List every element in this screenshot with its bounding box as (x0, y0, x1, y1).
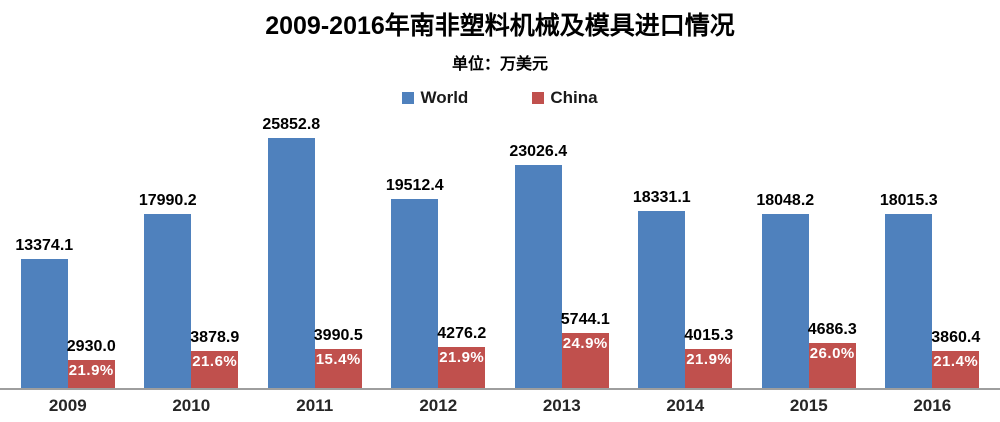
bar-group-2015: 18048.2 4686.3 26.0% (747, 138, 871, 388)
legend-item-china: China (532, 87, 598, 108)
china-value-label: 4686.3 (807, 320, 857, 338)
china-value-label: 3860.4 (931, 328, 981, 346)
world-value-label: 25852.8 (262, 116, 321, 133)
china-value-label: 3878.9 (190, 328, 240, 346)
china-bar-2015: 4686.3 26.0% (808, 321, 857, 388)
bar-group-2010: 17990.2 3878.9 21.6% (130, 138, 254, 388)
world-bar-2014: 18331.1 (633, 189, 691, 388)
x-axis-label-2014: 2014 (666, 396, 705, 415)
bar-pair: 19512.4 4276.2 21.9% (386, 177, 486, 388)
china-value-label: 5744.1 (560, 310, 610, 328)
chart-title: 2009-2016年南非塑料机械及模具进口情况 (265, 12, 735, 40)
world-value-label: 13374.1 (15, 236, 74, 254)
bar-group-2011: 25852.8 3990.5 15.4% (253, 116, 377, 388)
world-bar-2009: 13374.1 (15, 237, 73, 388)
china-share-label: 26.0% (809, 344, 855, 362)
plot-area: 13374.1 2930.0 21.9% 17990.2 3878.9 21.6% 2585… (0, 116, 1000, 388)
china-share-label: 21.4% (933, 352, 979, 370)
world-value-label: 17990.2 (138, 192, 197, 209)
bar-group-2009: 13374.1 2930.0 21.9% (6, 138, 130, 388)
bar-pair: 13374.1 2930.0 21.9% (15, 237, 116, 388)
x-axis-labels: 2009 2010 2011 2012 2013 2014 2015 2016 (0, 396, 1000, 416)
china-value-label: 4276.2 (437, 324, 487, 342)
world-bar-2013: 23026.4 (509, 143, 567, 388)
legend-item-world: World (402, 88, 468, 108)
world-bar-2016: 18015.3 (880, 192, 938, 388)
china-bar-2011: 3990.5 15.4% (314, 327, 363, 388)
bar-pair: 18331.1 4015.3 21.9% (633, 189, 733, 388)
china-share-label: 21.9% (68, 361, 114, 379)
x-axis-label-2011: 2011 (296, 396, 334, 415)
x-axis-label-2016: 2016 (913, 396, 952, 415)
china-bar-2010: 3878.9 21.6% (190, 329, 239, 388)
bar-group-2013: 23026.4 5744.1 24.9% (500, 138, 624, 388)
legend: World China (0, 87, 1000, 108)
chart-subtitle: 单位：万美元 (451, 55, 548, 73)
bar-pair: 25852.8 3990.5 15.4% (262, 116, 363, 388)
bar-group-2012: 19512.4 4276.2 21.9% (377, 138, 501, 388)
bar-pair: 17990.2 3878.9 21.6% (139, 192, 239, 388)
x-axis-label-2013: 2013 (542, 396, 581, 415)
x-axis-label-2012: 2012 (419, 396, 458, 415)
world-value-label: 18048.2 (756, 191, 815, 209)
world-value-label: 19512.4 (385, 177, 444, 195)
world-value-label: 23026.4 (509, 143, 568, 161)
plot-wrap: 13374.1 2930.0 21.9% 17990.2 3878.9 21.6% 2585… (0, 116, 1000, 390)
china-value-label: 4015.3 (684, 327, 734, 345)
china-share-label: 21.6% (192, 352, 238, 370)
legend-label-world: World (420, 87, 469, 107)
bar-group-2014: 18331.1 4015.3 21.9% (624, 138, 748, 388)
legend-label-china: China (550, 87, 598, 107)
china-bar-2014: 4015.3 21.9% (684, 327, 733, 388)
x-axis-label-2015: 2015 (789, 396, 828, 415)
world-value-label: 18015.3 (879, 191, 938, 209)
bar-group-2016: 18015.3 3860.4 21.4% (871, 138, 995, 388)
china-bar-2016: 3860.4 21.4% (931, 329, 980, 388)
world-bar-2011: 25852.8 (262, 116, 320, 388)
china-bar-2012: 4276.2 21.9% (437, 325, 486, 388)
china-share-label: 21.9% (686, 351, 732, 369)
china-share-label: 24.9% (562, 334, 608, 352)
world-value-label: 18331.1 (632, 188, 691, 206)
x-axis-label-2010: 2010 (172, 396, 211, 415)
china-bar-2009: 2930.0 21.9% (67, 338, 116, 388)
world-bar-2012: 19512.4 (386, 177, 444, 388)
china-value-label: 3990.5 (313, 327, 363, 345)
world-bar-2010: 17990.2 (139, 192, 197, 388)
world-bar-2015: 18048.2 (756, 192, 814, 388)
china-value-label: 2930.0 (66, 337, 116, 355)
bar-pair: 18048.2 4686.3 26.0% (756, 192, 857, 388)
x-axis-label-2009: 2009 (48, 396, 87, 415)
china-swatch-icon (532, 91, 545, 104)
china-bar-2013: 5744.1 24.9% (561, 311, 610, 388)
china-share-label: 21.9% (439, 348, 485, 366)
world-swatch-icon (402, 91, 415, 104)
china-share-label: 15.4% (315, 351, 361, 369)
bar-pair: 23026.4 5744.1 24.9% (509, 143, 610, 388)
bar-pair: 18015.3 3860.4 21.4% (880, 192, 980, 388)
